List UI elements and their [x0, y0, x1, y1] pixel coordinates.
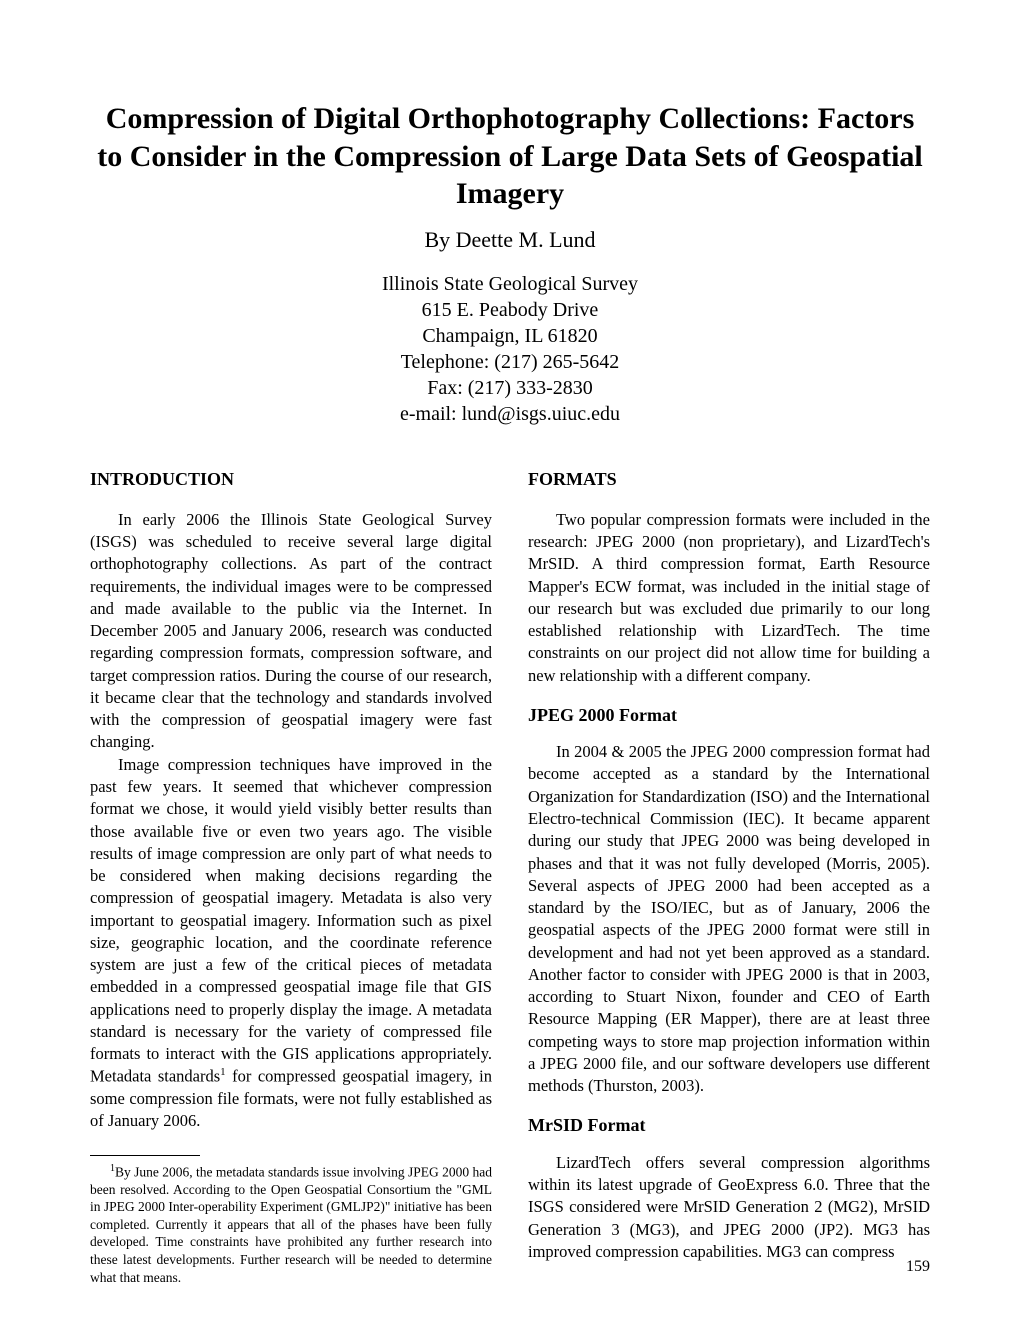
subsection-heading-jpeg2000: JPEG 2000 Format — [528, 703, 930, 727]
affil-street: 615 E. Peabody Drive — [90, 297, 930, 323]
footnote-text: By June 2006, the metadata standards iss… — [90, 1164, 492, 1284]
body-columns: INTRODUCTION In early 2006 the Illinois … — [90, 467, 930, 1287]
affil-email: e-mail: lund@isgs.uiuc.edu — [90, 401, 930, 427]
paragraph: LizardTech offers several compression al… — [528, 1152, 930, 1263]
section-heading-introduction: INTRODUCTION — [90, 467, 492, 491]
page-number: 159 — [906, 1258, 930, 1276]
affil-city: Champaign, IL 61820 — [90, 323, 930, 349]
footnote: 1By June 2006, the metadata standards is… — [90, 1162, 492, 1286]
right-column: FORMATS Two popular compression formats … — [528, 467, 930, 1287]
section-heading-formats: FORMATS — [528, 467, 930, 491]
paragraph: In early 2006 the Illinois State Geologi… — [90, 509, 492, 754]
page-title: Compression of Digital Orthophotography … — [90, 100, 930, 213]
title-block: Compression of Digital Orthophotography … — [90, 100, 930, 427]
affil-fax: Fax: (217) 333-2830 — [90, 375, 930, 401]
left-column: INTRODUCTION In early 2006 the Illinois … — [90, 467, 492, 1287]
subsection-heading-mrsid: MrSID Format — [528, 1113, 930, 1137]
paragraph: Image compression techniques have improv… — [90, 754, 492, 1133]
paragraph: Two popular compression formats were inc… — [528, 509, 930, 687]
affiliation: Illinois State Geological Survey 615 E. … — [90, 271, 930, 427]
affil-phone: Telephone: (217) 265-5642 — [90, 349, 930, 375]
author: By Deette M. Lund — [90, 227, 930, 253]
affil-org: Illinois State Geological Survey — [90, 271, 930, 297]
paragraph: In 2004 & 2005 the JPEG 2000 compression… — [528, 741, 930, 1097]
paragraph-text: Image compression techniques have improv… — [90, 755, 492, 1086]
footnote-rule — [90, 1155, 200, 1156]
